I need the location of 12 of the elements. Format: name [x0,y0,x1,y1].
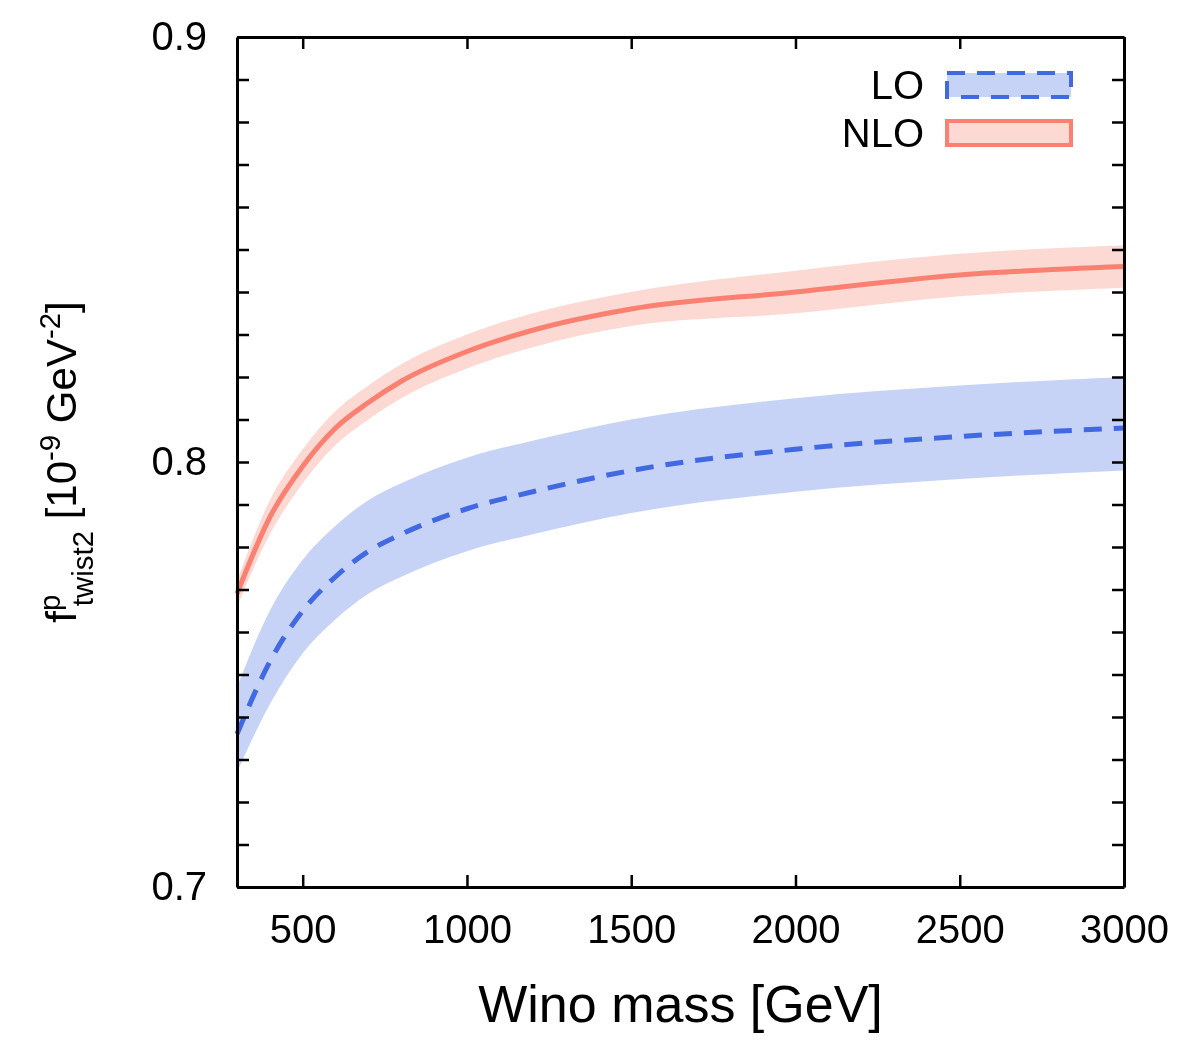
x-axis-title: Wino mass [GeV] [478,975,883,1033]
x-tick-label: 1500 [587,907,677,952]
x-tick-label: 500 [269,907,337,952]
legend-label: NLO [841,111,924,155]
x-tick-label: 1000 [422,907,512,952]
x-tick-label: 2000 [751,907,841,952]
y-tick-label: 0.8 [151,439,207,484]
y-tick-label: 0.9 [151,14,207,59]
legend-label: LO [870,63,924,107]
x-tick-label: 3000 [1080,907,1169,952]
y-tick-label: 0.7 [151,864,207,909]
x-tick-label: 2500 [915,907,1005,952]
